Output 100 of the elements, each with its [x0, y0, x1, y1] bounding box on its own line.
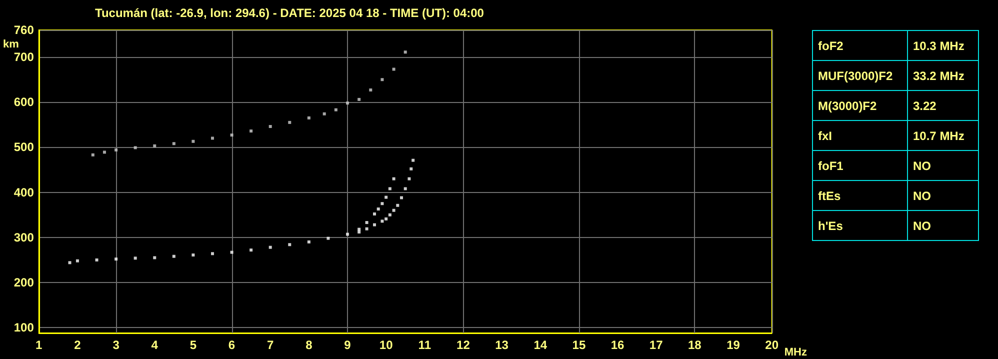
text: 10.3 MHz: [908, 30, 978, 60]
text: fxI: [812, 120, 908, 150]
text: NO: [908, 150, 978, 180]
point: [380, 78, 384, 82]
y-axis-title: km: [2, 38, 20, 50]
y-tick-label: 300: [14, 230, 34, 244]
point: [369, 88, 372, 92]
point: [388, 187, 392, 190]
point: [114, 148, 118, 152]
x-tick-label: 5: [190, 338, 197, 352]
point: [388, 213, 392, 216]
x-tick-label: 12: [456, 338, 470, 352]
point: [192, 140, 195, 143]
point: [392, 177, 396, 180]
text: foF2: [812, 30, 908, 60]
point: [334, 108, 338, 112]
x-tick-label: 13: [495, 338, 509, 352]
x-tick-label: 16: [610, 338, 625, 352]
point: [210, 252, 214, 256]
point: [346, 232, 349, 236]
point: [192, 253, 195, 256]
y-tick-label: 200: [14, 276, 34, 290]
point: [210, 136, 214, 140]
point: [95, 258, 98, 262]
point: [172, 254, 176, 258]
point: [68, 261, 72, 264]
point: [134, 146, 137, 150]
point: [373, 212, 376, 216]
text: NO: [908, 180, 978, 210]
point: [376, 208, 380, 211]
x-tick-label: 18: [688, 338, 702, 352]
x-tick-label: 19: [726, 338, 740, 352]
point: [384, 217, 388, 220]
x-tick-label: 4: [151, 338, 158, 352]
x-tick-label: 9: [344, 338, 352, 352]
point: [365, 227, 368, 230]
point: [392, 68, 396, 71]
x-tick-label: 17: [649, 338, 664, 352]
x-axis-title: MHz: [784, 346, 808, 358]
text: NO: [908, 210, 978, 240]
point: [268, 124, 272, 128]
point: [400, 196, 403, 200]
x-tick-label: 8: [306, 338, 313, 352]
point: [230, 250, 234, 254]
point: [346, 102, 349, 105]
x-tick-label: 14: [534, 338, 548, 352]
point: [404, 50, 407, 54]
point: [102, 150, 106, 154]
point: [76, 259, 79, 262]
chart-title: Tucumán (lat: -26.9, lon: 294.6) - DATE: 2025 04 18 - TIME (UT): 04:00: [95, 6, 484, 20]
point: [288, 243, 292, 246]
x-tick-label: 15: [572, 338, 586, 352]
text: 10.7 MHz: [908, 120, 978, 150]
point: [326, 236, 330, 240]
point: [307, 116, 310, 120]
y-tick-label: 400: [14, 185, 34, 200]
x-tick-label: 3: [112, 338, 120, 352]
text: 33.2 MHz: [908, 60, 978, 90]
text: MUF(3000)F2: [812, 60, 908, 90]
y-tick-label: 500: [14, 140, 34, 154]
x-tick-label: 6: [228, 338, 236, 352]
point: [91, 153, 94, 156]
x-tick-label: 10: [379, 338, 394, 352]
point: [288, 120, 292, 124]
text: 3.22: [908, 90, 978, 120]
point: [380, 202, 384, 206]
point: [230, 134, 234, 137]
text: h'Es: [812, 210, 908, 240]
x-tick-label: 1: [36, 338, 43, 352]
y-tick-label: 700: [14, 50, 34, 64]
point: [380, 220, 384, 223]
text: M(3000)F2: [812, 90, 908, 120]
point: [153, 144, 156, 148]
y-tick-label: 100: [14, 320, 34, 335]
point: [358, 230, 361, 234]
point: [408, 177, 411, 180]
y-tick-label: 760: [14, 23, 34, 37]
y-tick-label: 600: [14, 95, 34, 110]
point: [365, 221, 368, 224]
point: [268, 246, 272, 249]
point: [134, 256, 137, 260]
point: [114, 258, 118, 261]
point: [172, 142, 176, 146]
x-tick-label: 2: [74, 338, 82, 352]
point: [410, 167, 413, 170]
x-tick-label: 11: [418, 338, 432, 352]
point: [412, 158, 415, 162]
point: [250, 130, 253, 132]
point: [392, 208, 396, 212]
point: [153, 256, 156, 260]
x-tick-label: 20: [765, 338, 779, 352]
point: [384, 196, 388, 199]
point: [373, 223, 376, 226]
point: [358, 98, 361, 101]
point: [250, 248, 253, 252]
point: [307, 240, 310, 244]
point: [322, 112, 326, 116]
point: [404, 187, 407, 190]
text: foF1: [812, 150, 908, 180]
point: [396, 204, 400, 207]
